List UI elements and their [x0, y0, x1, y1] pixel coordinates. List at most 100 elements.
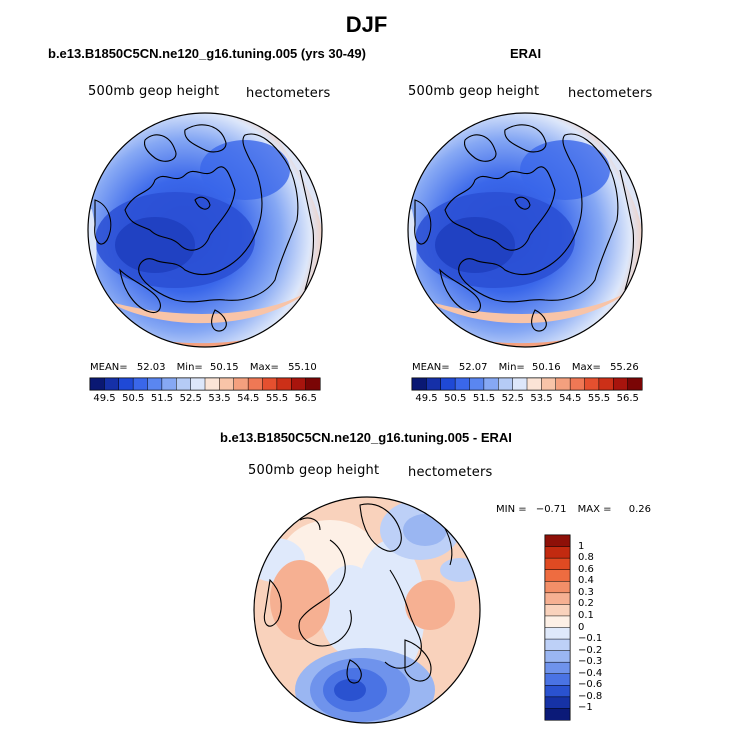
- model-map: [75, 100, 335, 360]
- model-colorbar-tick: 55.5: [265, 393, 289, 404]
- obs-colorbar-tick: 54.5: [559, 393, 582, 404]
- model-max-label: Max=: [249, 362, 279, 373]
- obs-colorbar-tick: 50.5: [444, 393, 467, 404]
- diff-colorbar-label: 0.1: [578, 609, 594, 621]
- diff-min-label: MIN =: [496, 504, 527, 515]
- obs-colorbar-swatch: [598, 377, 614, 391]
- diff-colorbar-label: 0.8: [578, 552, 594, 564]
- obs-map: [395, 100, 655, 360]
- model-colorbar-swatch: [305, 377, 321, 391]
- diff-colorbar: [544, 534, 571, 721]
- model-min-label: Min=: [176, 362, 203, 373]
- diff-colorbar-label: −0.8: [578, 690, 603, 702]
- obs-colorbar-tick: 56.5: [616, 393, 639, 404]
- obs-colorbar-swatch: [426, 377, 442, 391]
- model-mean-value: 52.03: [136, 362, 166, 373]
- model-colorbar-swatch: [291, 377, 307, 391]
- diff-colorbar-label: 0.2: [578, 598, 594, 610]
- diff-colorbar-label: 0.4: [578, 575, 594, 587]
- obs-colorbar-swatch: [584, 377, 600, 391]
- model-colorbar-swatch: [132, 377, 149, 391]
- diff-colorbar-swatch: [544, 569, 571, 582]
- obs-stats: MEAN= 52.07 Min= 50.16 Max= 55.26: [412, 362, 639, 373]
- model-colorbar-swatch: [233, 377, 249, 391]
- obs-min-value: 50.16: [531, 362, 561, 373]
- diff-units-label: hectometers: [408, 465, 493, 480]
- diff-colorbar-swatch: [544, 708, 571, 721]
- obs-mean-value: 52.07: [458, 362, 488, 373]
- model-colorbar-tick: 53.5: [208, 393, 231, 404]
- diff-colorbar-swatch: [544, 685, 571, 698]
- model-colorbar-swatch: [89, 377, 105, 391]
- model-units-label: hectometers: [246, 86, 331, 101]
- model-colorbar-tick: 49.5: [93, 393, 116, 404]
- obs-colorbar-swatch: [613, 377, 629, 391]
- model-colorbar-tick: 52.5: [179, 393, 202, 404]
- obs-colorbar-swatch: [541, 377, 557, 391]
- diff-colorbar-swatch: [544, 557, 571, 571]
- diff-stats: MIN = −0.71 MAX = 0.26: [496, 504, 651, 515]
- diff-colorbar-swatch: [544, 546, 571, 559]
- model-colorbar-tick: 54.5: [237, 393, 260, 404]
- model-colorbar-swatch: [219, 377, 235, 391]
- model-colorbar-swatch: [147, 377, 163, 391]
- model-colorbar-swatch: [190, 377, 206, 391]
- obs-mean-label: MEAN=: [412, 362, 450, 373]
- obs-colorbar: [411, 377, 643, 391]
- model-colorbar-swatch: [276, 377, 292, 391]
- obs-units-label: hectometers: [568, 86, 653, 101]
- figure-title: DJF: [345, 12, 388, 37]
- diff-map: [254, 497, 480, 723]
- diff-colorbar-label: −0.1: [578, 633, 603, 645]
- obs-variable-label: 500mb geop height: [408, 84, 540, 99]
- obs-colorbar-swatch: [411, 377, 427, 391]
- diff-min-value: −0.71: [535, 504, 567, 515]
- model-colorbar-tick: 50.5: [122, 393, 145, 404]
- diff-colorbar-label: −1: [578, 702, 593, 714]
- obs-colorbar-tick: 53.5: [530, 393, 553, 404]
- diff-colorbar-label: 1: [578, 540, 585, 552]
- obs-colorbar-swatch: [440, 377, 456, 391]
- diff-colorbar-swatch: [544, 627, 571, 640]
- diff-colorbar-label: 0: [578, 621, 585, 633]
- obs-colorbar-tick: 52.5: [501, 393, 524, 404]
- obs-colorbar-tick: 51.5: [472, 393, 496, 404]
- obs-colorbar-tick: 55.5: [587, 393, 611, 404]
- diff-colorbar-label: 0.6: [578, 563, 594, 575]
- diff-colorbar-swatch: [544, 592, 571, 605]
- diff-colorbar-swatch: [544, 581, 571, 594]
- model-colorbar-swatch: [176, 377, 192, 391]
- model-panel-title: b.e13.B1850C5CN.ne120_g16.tuning.005 (yr…: [48, 46, 366, 61]
- model-colorbar-swatch: [104, 377, 120, 391]
- model-min-value: 50.15: [209, 362, 239, 373]
- obs-colorbar-swatch: [627, 377, 643, 391]
- model-colorbar-swatch: [204, 377, 220, 391]
- model-colorbar-tick: 56.5: [294, 393, 317, 404]
- model-colorbar-swatch: [118, 377, 134, 391]
- diff-colorbar-label: −0.2: [578, 644, 603, 656]
- model-mean-label: MEAN=: [90, 362, 128, 373]
- diff-colorbar-swatch: [544, 673, 571, 686]
- diff-variable-label: 500mb geop height: [248, 463, 380, 478]
- obs-colorbar-swatch: [555, 377, 571, 391]
- obs-min-label: Min=: [498, 362, 525, 373]
- diff-colorbar-swatch: [544, 615, 571, 629]
- model-max-value: 55.10: [288, 362, 317, 373]
- model-colorbar: [89, 377, 321, 391]
- obs-colorbar-swatch: [469, 377, 485, 391]
- model-variable-label: 500mb geop height: [88, 84, 220, 99]
- diff-colorbar-label: 0.3: [578, 586, 594, 598]
- diff-colorbar-label: −0.3: [578, 656, 603, 668]
- diff-colorbar-swatch: [544, 650, 571, 663]
- diff-colorbar-swatch: [544, 661, 571, 675]
- obs-panel-title: ERAI: [510, 46, 542, 61]
- diff-panel-title: b.e13.B1850C5CN.ne120_g16.tuning.005 - E…: [220, 430, 512, 445]
- model-colorbar-tick: 51.5: [150, 393, 174, 404]
- diff-max-value: 0.26: [628, 504, 651, 515]
- diff-max-label: MAX =: [577, 504, 612, 515]
- model-colorbar-swatch: [262, 377, 278, 391]
- obs-colorbar-swatch: [526, 377, 542, 391]
- diff-colorbar-label: −0.6: [578, 679, 603, 691]
- obs-colorbar-swatch: [569, 377, 586, 391]
